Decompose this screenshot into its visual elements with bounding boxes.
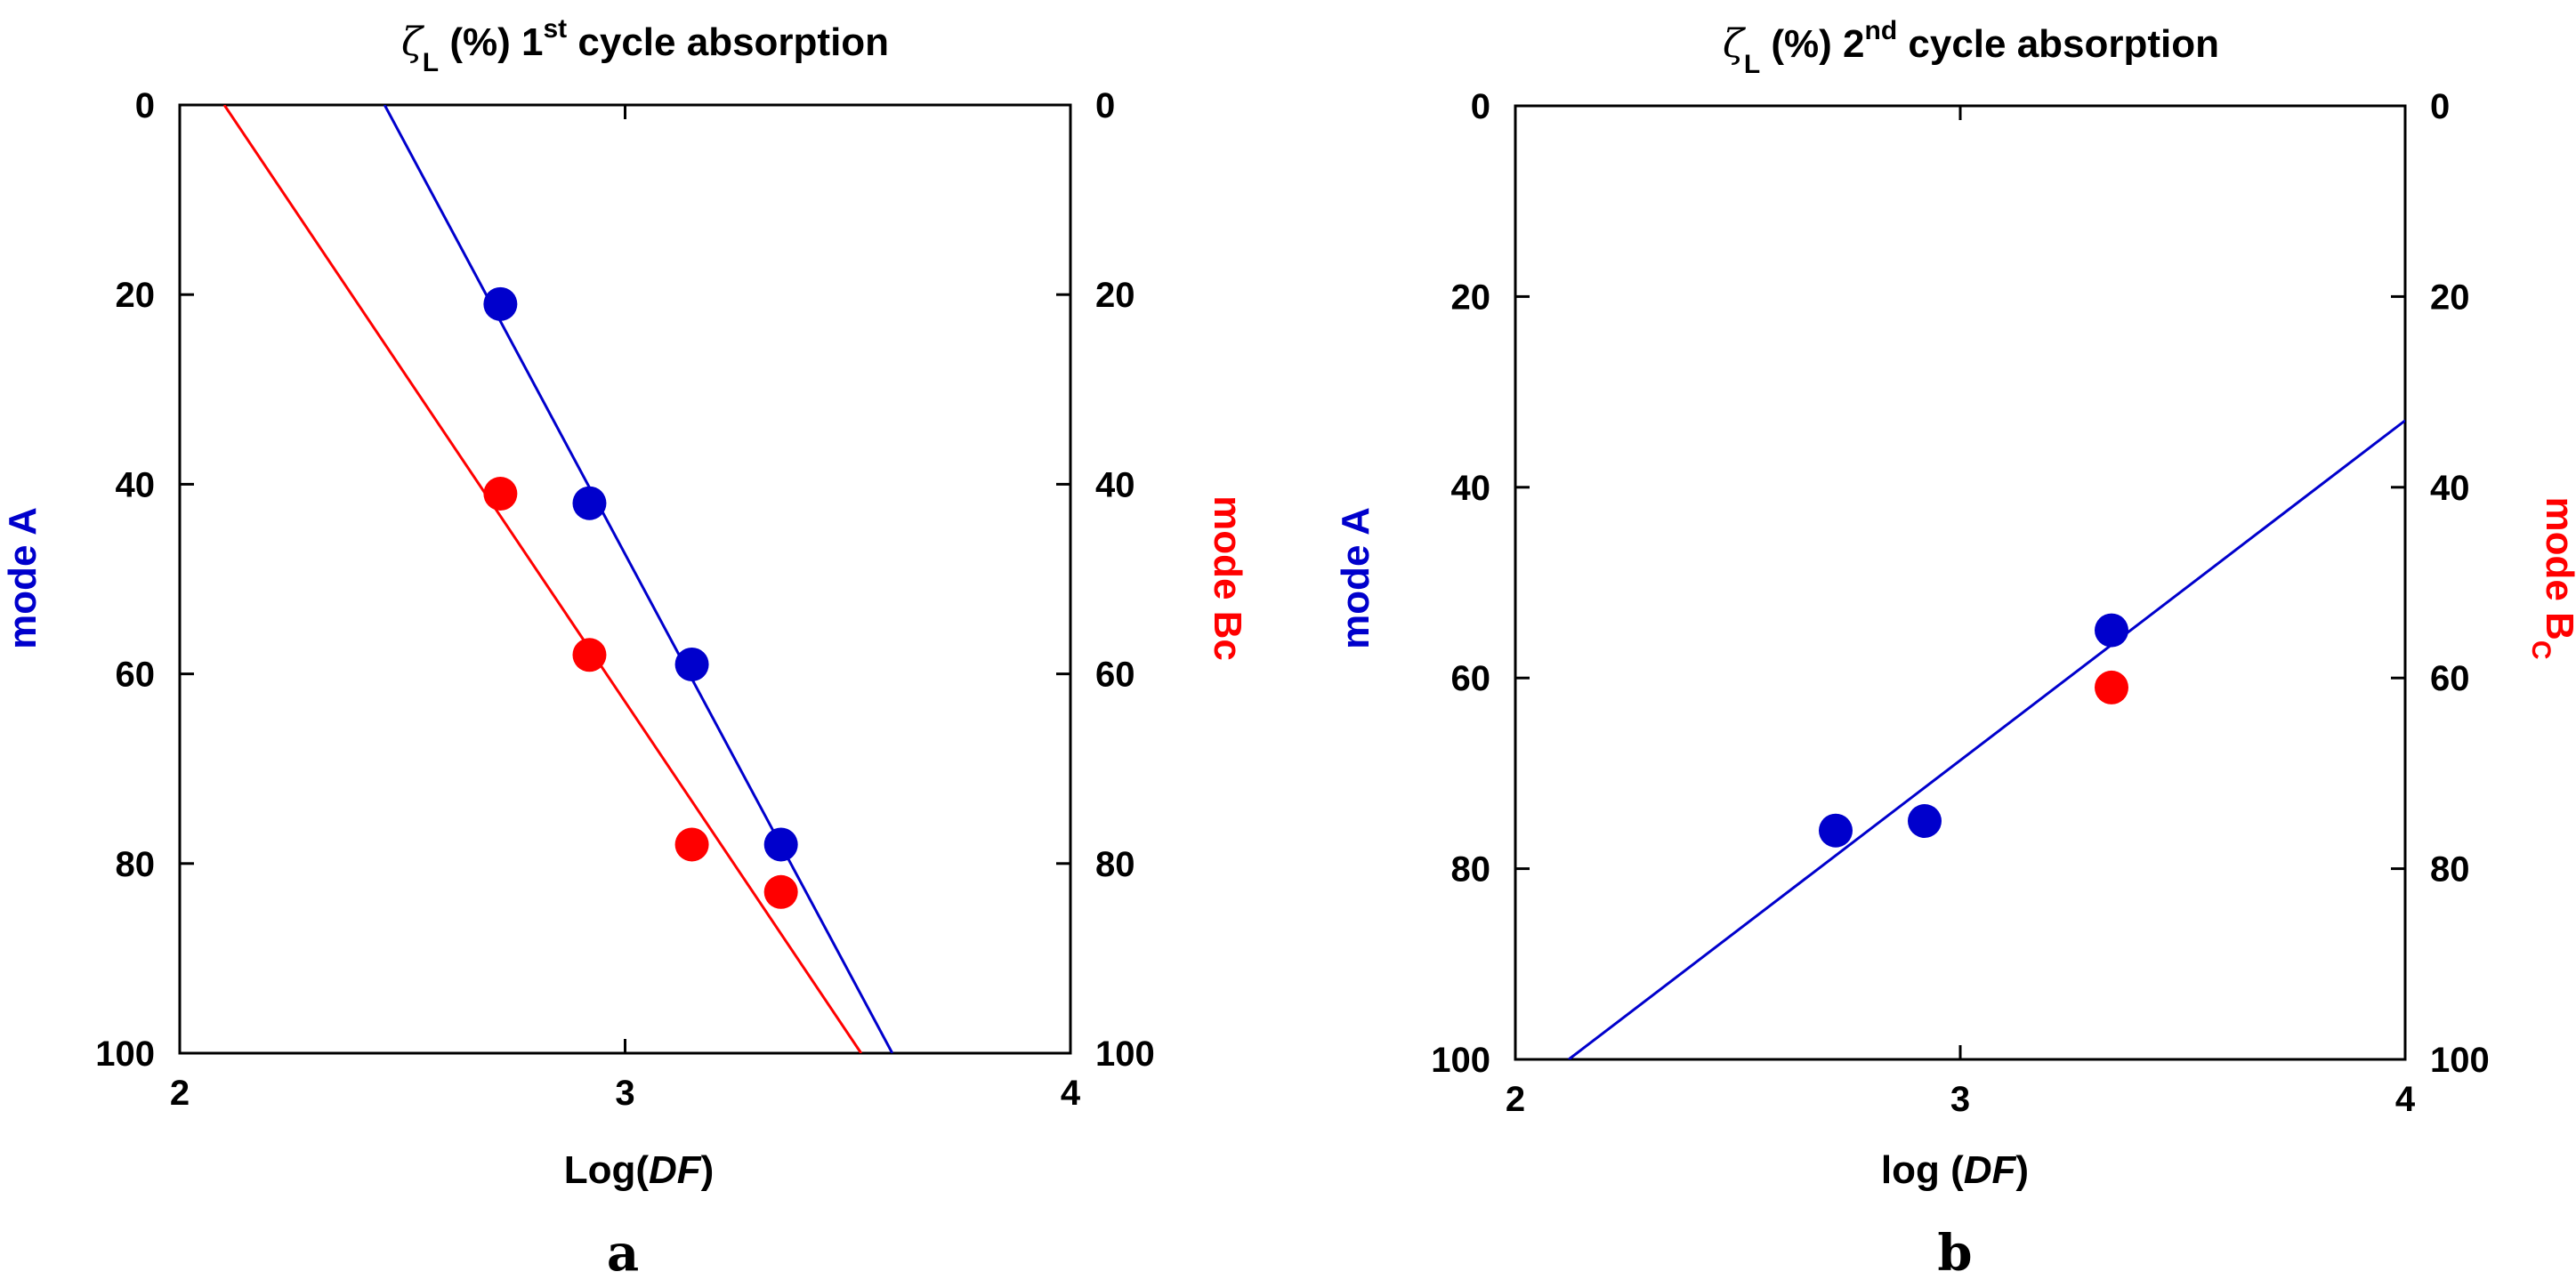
y-tick-label-right: 20 <box>1095 276 1135 315</box>
x-axis-label-text: Log( <box>564 1148 650 1192</box>
panel-label: b <box>1937 1224 1972 1283</box>
x-axis-label-text: log ( <box>1881 1148 1964 1192</box>
data-point-mode-a <box>674 647 709 681</box>
x-axis-label: log (DF) <box>1881 1148 2029 1192</box>
x-tick-label: 3 <box>615 1074 634 1113</box>
plot-frame <box>178 103 1072 1055</box>
title-text-end: cycle absorption <box>1897 22 2219 66</box>
title-superscript: st <box>543 14 567 44</box>
x-tick-label: 3 <box>1950 1080 1970 1119</box>
y-axis-label-right-text: mode Bc <box>1206 495 1249 661</box>
y-tick-label-left: 20 <box>1451 278 1491 317</box>
data-point-mode-bc <box>763 874 798 909</box>
y-tick-label-left: 40 <box>116 465 156 504</box>
y-tick-label-right: 80 <box>1095 845 1135 884</box>
title-symbol: ζ <box>401 20 425 65</box>
y-tick-label-left: 80 <box>116 845 156 884</box>
y-tick-label-left: 20 <box>116 276 156 315</box>
title-text: (%) 2 <box>1760 22 1864 66</box>
x-axis-label-close: ) <box>701 1148 715 1192</box>
data-point-mode-bc <box>674 827 709 862</box>
y-tick-label-right: 40 <box>2430 469 2470 508</box>
x-tick-label: 4 <box>2395 1080 2416 1119</box>
y-tick-label-left: 100 <box>1431 1041 1490 1080</box>
x-axis-label-italic: DF <box>1964 1148 2017 1192</box>
fit-line-mode-a <box>1568 419 2405 1059</box>
y-tick-label-left: 80 <box>1451 850 1491 890</box>
y-tick-label-left: 60 <box>116 656 156 695</box>
x-tick-label: 2 <box>170 1074 190 1113</box>
y-axis-label-left: mode A <box>1 507 44 649</box>
title-superscript: nd <box>1865 16 1898 45</box>
title-subscript: L <box>423 48 439 77</box>
y-tick-label-right: 100 <box>1095 1034 1155 1074</box>
panel-label: a <box>607 1224 639 1283</box>
x-axis-label: Log(DF) <box>564 1148 715 1192</box>
data-point-mode-bc <box>572 638 607 672</box>
y-tick-label-right: 60 <box>1095 656 1135 695</box>
data-point-mode-bc <box>2095 670 2128 704</box>
title-text-end: cycle absorption <box>567 20 889 64</box>
plot-frame <box>1514 104 2407 1061</box>
y-tick-label-right: 40 <box>1095 465 1135 504</box>
y-tick-label-right: 20 <box>2430 278 2470 317</box>
data-point-mode-a <box>2095 613 2128 648</box>
x-axis-label-close: ) <box>2015 1148 2029 1192</box>
fit-line-mode-bc <box>222 105 863 1053</box>
chart-title: ζL (%) 2nd cycle absorption <box>1723 16 2219 79</box>
title-text: (%) 1 <box>439 20 543 64</box>
y-tick-label-right: 60 <box>2430 659 2470 698</box>
data-point-mode-a <box>1819 813 1853 848</box>
y-tick-label-left: 0 <box>135 86 155 125</box>
data-point-mode-a <box>763 827 798 862</box>
y-axis-label-right: mode BC <box>2526 496 2576 659</box>
data-point-mode-bc <box>483 477 518 511</box>
x-axis-label-italic: DF <box>649 1148 702 1192</box>
fit-line-mode-a <box>383 105 894 1053</box>
y-tick-label-left: 40 <box>1451 469 1491 508</box>
y-tick-label-right: 0 <box>1095 86 1115 125</box>
data-point-mode-a <box>483 286 518 321</box>
y-axis-label-right-text: mode B <box>2538 496 2576 640</box>
y-tick-label-right: 100 <box>2430 1041 2490 1080</box>
title-symbol: ζ <box>1723 21 1747 67</box>
title-subscript: L <box>1744 50 1760 79</box>
y-tick-label-left: 0 <box>1471 87 1490 126</box>
y-tick-label-right: 0 <box>2430 87 2450 126</box>
y-axis-label-left: mode A <box>1334 507 1377 649</box>
y-tick-label-right: 80 <box>2430 850 2470 890</box>
data-point-mode-a <box>1908 804 1942 838</box>
chart-title: ζL (%) 1st cycle absorption <box>401 14 889 77</box>
y-axis-label-right: mode Bc <box>1206 495 1249 661</box>
x-tick-label: 2 <box>1506 1080 1525 1119</box>
data-point-mode-a <box>572 486 607 520</box>
x-tick-label: 4 <box>1061 1074 1081 1113</box>
y-tick-label-left: 100 <box>95 1034 155 1074</box>
y-tick-label-left: 60 <box>1451 659 1491 698</box>
y-axis-label-right-subscript: C <box>2526 640 2556 660</box>
